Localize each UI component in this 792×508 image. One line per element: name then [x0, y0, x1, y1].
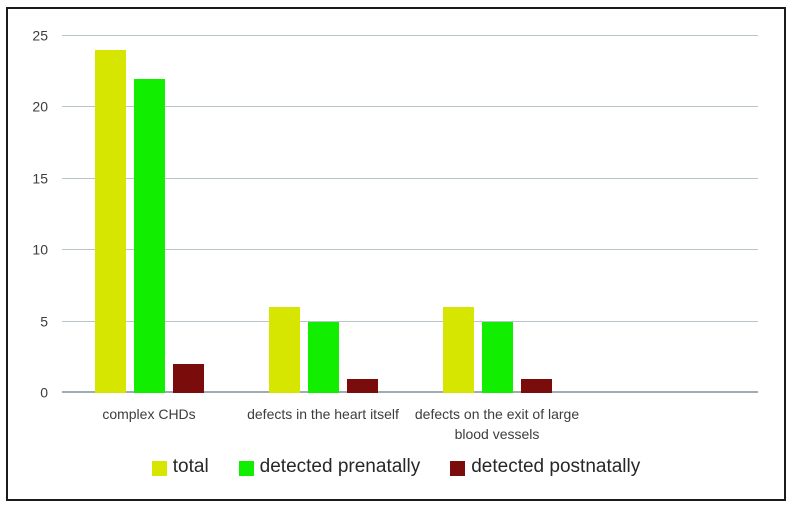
legend-item-total: total: [151, 456, 209, 478]
y-tick-label: 10: [32, 241, 48, 258]
legend-label-total: total: [172, 456, 209, 477]
legend-label-detected-postnatally: detected postnatally: [471, 456, 641, 477]
bar-detected-prenatally: [481, 321, 513, 393]
gridline: [62, 35, 758, 36]
y-tick-label: 25: [32, 27, 48, 44]
y-tick-label: 20: [32, 99, 48, 116]
category-label-empty: [584, 400, 758, 444]
y-tick-label: 5: [40, 313, 48, 330]
bar-total: [94, 50, 126, 393]
x-axis-line: [62, 391, 758, 393]
bar-detected-prenatally: [307, 321, 339, 393]
legend-item-detected-prenatally: detected prenatally: [238, 456, 421, 478]
bar-total: [442, 307, 474, 393]
category-label-defects-exit-large-vessels: defects on the exit of large blood vesse…: [414, 406, 580, 442]
category-label-complex-chds: complex CHDs: [102, 406, 196, 422]
bar-total: [268, 307, 300, 393]
plot-area: [62, 35, 758, 393]
gridline: [62, 177, 758, 179]
bar-detected-prenatally: [133, 78, 165, 393]
legend-swatch-detected-postnatally: [450, 460, 466, 476]
legend-swatch-total: [151, 460, 167, 476]
bar-group: [62, 36, 236, 393]
bar-detected-postnatally: [346, 378, 378, 393]
x-axis-category-labels: complex CHDs defects in the heart itself…: [62, 400, 758, 444]
y-tick-label: 15: [32, 170, 48, 187]
bar-detected-postnatally: [172, 364, 204, 393]
y-tick-label: 0: [40, 384, 48, 401]
bar-groups: [62, 36, 758, 393]
category-label-defects-heart-itself: defects in the heart itself: [247, 406, 399, 422]
legend-swatch-detected-prenatally: [238, 460, 254, 476]
gridline: [62, 106, 758, 108]
bar-detected-postnatally: [520, 378, 552, 393]
legend: total detected prenatally detected postn…: [0, 448, 792, 486]
gridline: [62, 320, 758, 322]
bar-group: [236, 36, 410, 393]
legend-item-detected-postnatally: detected postnatally: [450, 456, 640, 478]
bar-group: [584, 36, 758, 393]
bar-group: [410, 36, 584, 393]
gridline: [62, 249, 758, 251]
y-axis: 0 5 10 15 20 25: [0, 28, 48, 401]
legend-label-detected-prenatally: detected prenatally: [259, 456, 421, 477]
